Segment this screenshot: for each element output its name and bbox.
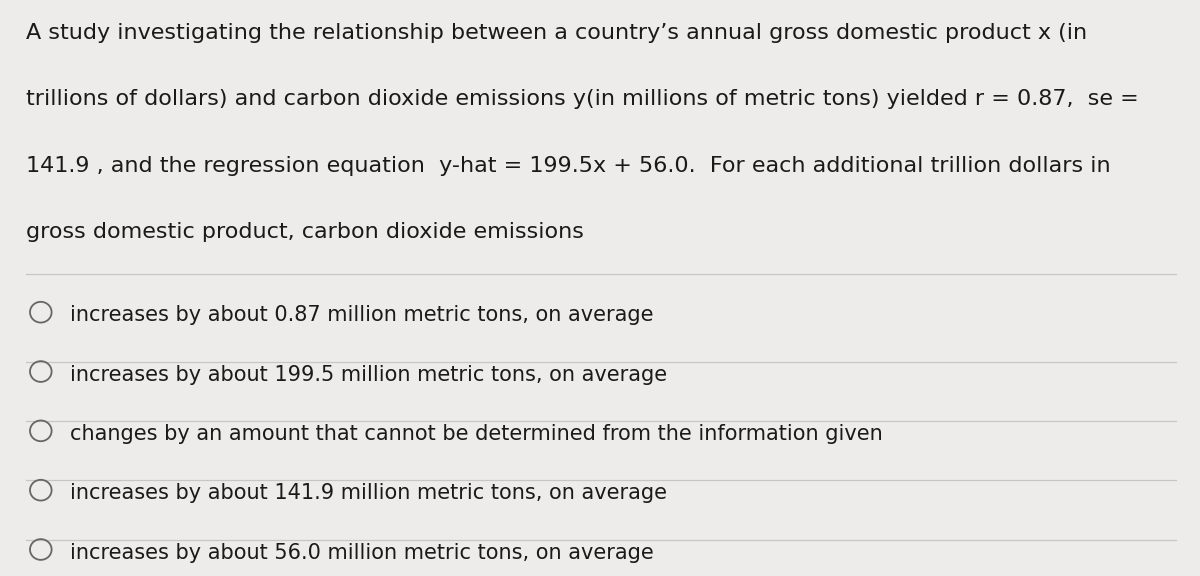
- Text: gross domestic product, carbon dioxide emissions: gross domestic product, carbon dioxide e…: [26, 222, 584, 242]
- Text: increases by about 199.5 million metric tons, on average: increases by about 199.5 million metric …: [70, 365, 667, 385]
- Text: trillions of dollars) and carbon dioxide emissions y(in millions of metric tons): trillions of dollars) and carbon dioxide…: [26, 89, 1139, 109]
- Text: increases by about 141.9 million metric tons, on average: increases by about 141.9 million metric …: [70, 483, 667, 503]
- Text: A study investigating the relationship between a country’s annual gross domestic: A study investigating the relationship b…: [26, 23, 1087, 43]
- Text: increases by about 56.0 million metric tons, on average: increases by about 56.0 million metric t…: [70, 543, 653, 563]
- Text: increases by about 0.87 million metric tons, on average: increases by about 0.87 million metric t…: [70, 305, 653, 325]
- Text: changes by an amount that cannot be determined from the information given: changes by an amount that cannot be dete…: [70, 424, 882, 444]
- Text: 141.9 , and the regression equation  y-hat = 199.5x + 56.0.  For each additional: 141.9 , and the regression equation y-ha…: [26, 156, 1111, 176]
